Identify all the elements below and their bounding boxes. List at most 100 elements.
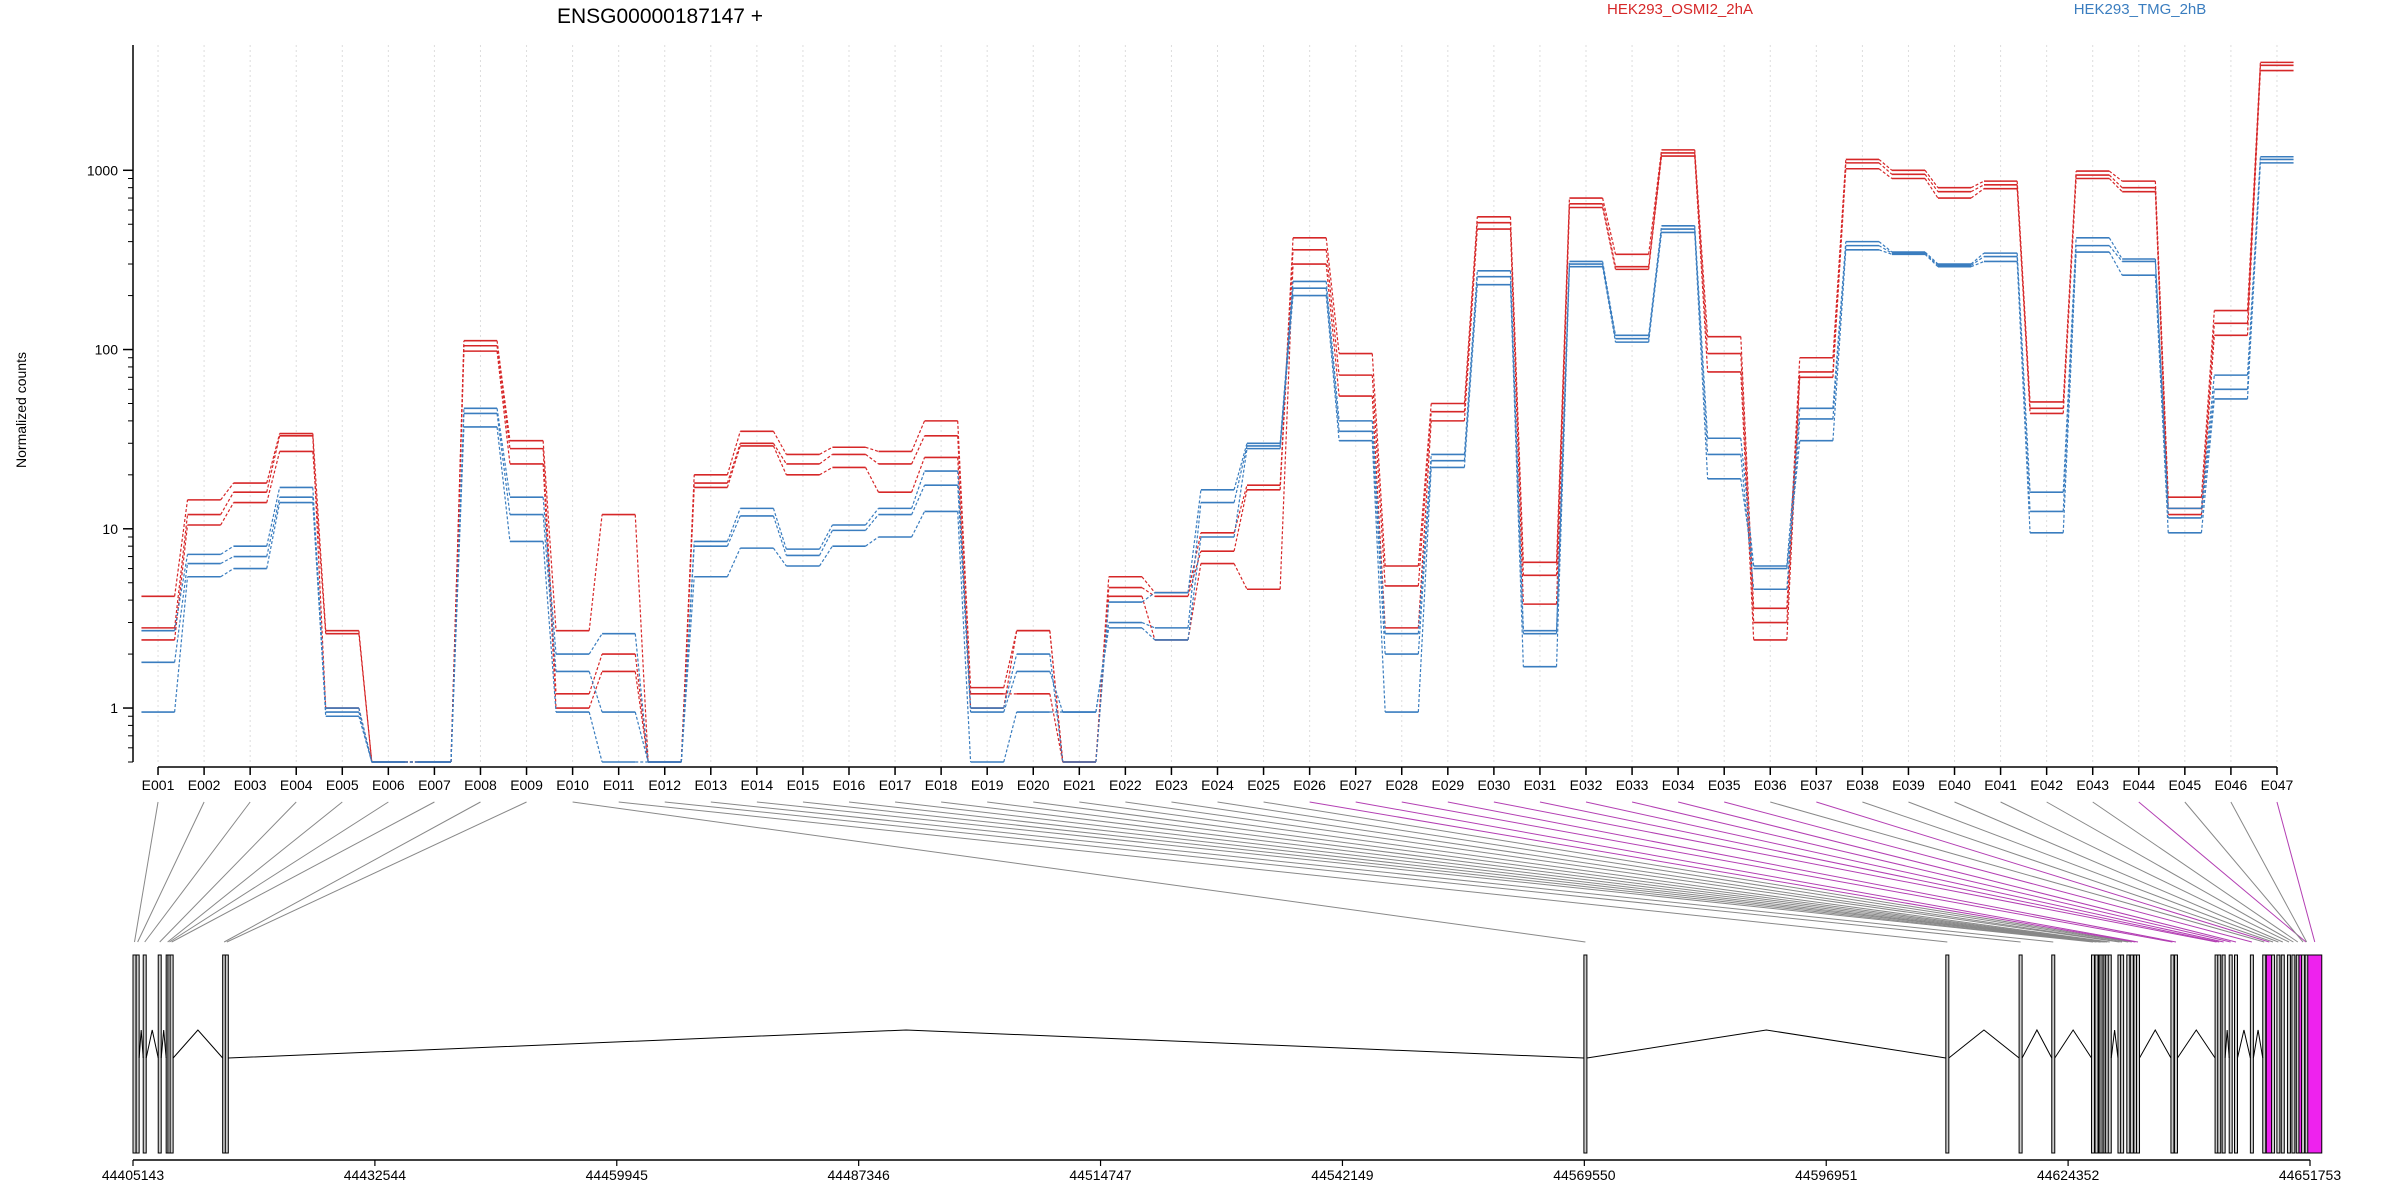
data-connector	[1095, 627, 1110, 713]
data-connector	[1003, 630, 1018, 688]
data-connector	[1602, 207, 1617, 270]
exon-label: E037	[1800, 777, 1833, 793]
data-connector	[2246, 162, 2261, 399]
data-connector	[1141, 576, 1156, 594]
exon-connector	[1862, 801, 2274, 943]
data-connector	[1417, 403, 1432, 567]
exon-label: E006	[372, 777, 405, 793]
data-connector	[1924, 178, 1939, 199]
data-connector	[865, 446, 879, 453]
data-connector	[174, 576, 189, 713]
genome-tick-label: 44542149	[1311, 1167, 1374, 1183]
exon-connector	[1401, 801, 2173, 943]
data-connector	[1602, 197, 1617, 255]
legend-series-a: HEK293_OSMI2_2hA	[1607, 1, 1753, 18]
data-connector	[1878, 245, 1893, 254]
exon-label: E026	[1293, 777, 1326, 793]
data-connector	[1141, 621, 1156, 629]
data-connector	[588, 653, 603, 695]
data-connector	[1325, 263, 1340, 397]
data-connector	[358, 707, 373, 763]
exon-box	[2233, 954, 2238, 1154]
data-connector	[1371, 353, 1386, 567]
data-connector	[1141, 592, 1156, 603]
data-connector	[266, 502, 281, 569]
data-connector	[1924, 173, 1939, 193]
data-connector	[2246, 70, 2261, 336]
data-connector	[865, 536, 879, 547]
data-connector	[1648, 156, 1663, 270]
exon-label: E043	[2076, 777, 2109, 793]
data-connector	[726, 445, 741, 488]
data-connector	[726, 508, 741, 542]
data-connector	[1878, 168, 1893, 179]
genome-tick-label: 44459945	[586, 1167, 649, 1183]
data-connector	[1832, 159, 1847, 358]
exon-label: E033	[1616, 777, 1649, 793]
data-connector	[1694, 149, 1709, 337]
exon-box	[2291, 954, 2296, 1154]
exon-label: E041	[1984, 777, 2017, 793]
exon-connector	[167, 801, 343, 943]
data-connector	[1648, 149, 1663, 255]
series-1-replicate-2	[141, 162, 2294, 763]
exon-label: E035	[1708, 777, 1741, 793]
exon-label: E034	[1662, 777, 1695, 793]
data-connector	[266, 451, 281, 503]
exon-connector	[1539, 801, 2220, 943]
data-connector	[1970, 184, 1985, 193]
data-connector	[1003, 630, 1018, 709]
data-connector	[634, 633, 649, 763]
exon-label: E020	[1017, 777, 1050, 793]
exon-connector	[2000, 801, 2290, 943]
exon-label: E017	[879, 777, 912, 793]
intron-line	[2237, 1029, 2251, 1059]
exon-label: E030	[1478, 777, 1511, 793]
data-connector	[1832, 249, 1847, 441]
exon-box	[2286, 954, 2291, 1154]
exon-connector	[2092, 801, 2299, 943]
exon-connector	[2230, 801, 2308, 943]
data-connector	[542, 514, 557, 672]
series-lines	[141, 61, 2294, 763]
exon-connector	[1217, 801, 2129, 943]
exon-label: E010	[556, 777, 589, 793]
exon-box	[157, 954, 162, 1154]
data-connector	[1740, 454, 1755, 590]
intron-line	[1948, 1029, 2020, 1059]
data-connector	[1740, 353, 1755, 623]
data-connector	[174, 554, 189, 631]
data-connector	[911, 484, 926, 515]
exon-label: E023	[1155, 777, 1188, 793]
data-connector	[865, 467, 880, 493]
data-connector	[174, 499, 189, 597]
data-connector	[1187, 551, 1202, 597]
intron-line	[1586, 1029, 1946, 1059]
data-connector	[358, 711, 373, 763]
data-connector	[174, 524, 189, 640]
exon-connector	[134, 801, 159, 943]
data-connector	[496, 345, 511, 449]
exon-connector	[2046, 801, 2294, 943]
data-connector	[772, 445, 787, 476]
exon-connector	[171, 801, 435, 943]
data-connector	[1694, 152, 1709, 354]
exon-box	[2173, 954, 2178, 1154]
data-connector	[1740, 438, 1755, 567]
exon-connector	[144, 801, 251, 943]
data-connector	[266, 435, 281, 493]
data-connector	[1970, 252, 1985, 265]
data-connector	[634, 711, 649, 763]
data-connector	[911, 511, 926, 538]
genome-tick-label: 44405143	[102, 1167, 165, 1183]
data-connector	[1648, 232, 1663, 343]
data-connector	[1049, 671, 1064, 713]
data-connector	[266, 487, 281, 547]
data-connector	[1371, 431, 1386, 655]
exon-box	[2301, 954, 2306, 1154]
data-connector	[1049, 693, 1064, 763]
data-connector	[1786, 418, 1801, 590]
genome-tick-label: 44651753	[2279, 1167, 2342, 1183]
data-connector	[1509, 222, 1524, 576]
data-connector	[957, 511, 972, 763]
